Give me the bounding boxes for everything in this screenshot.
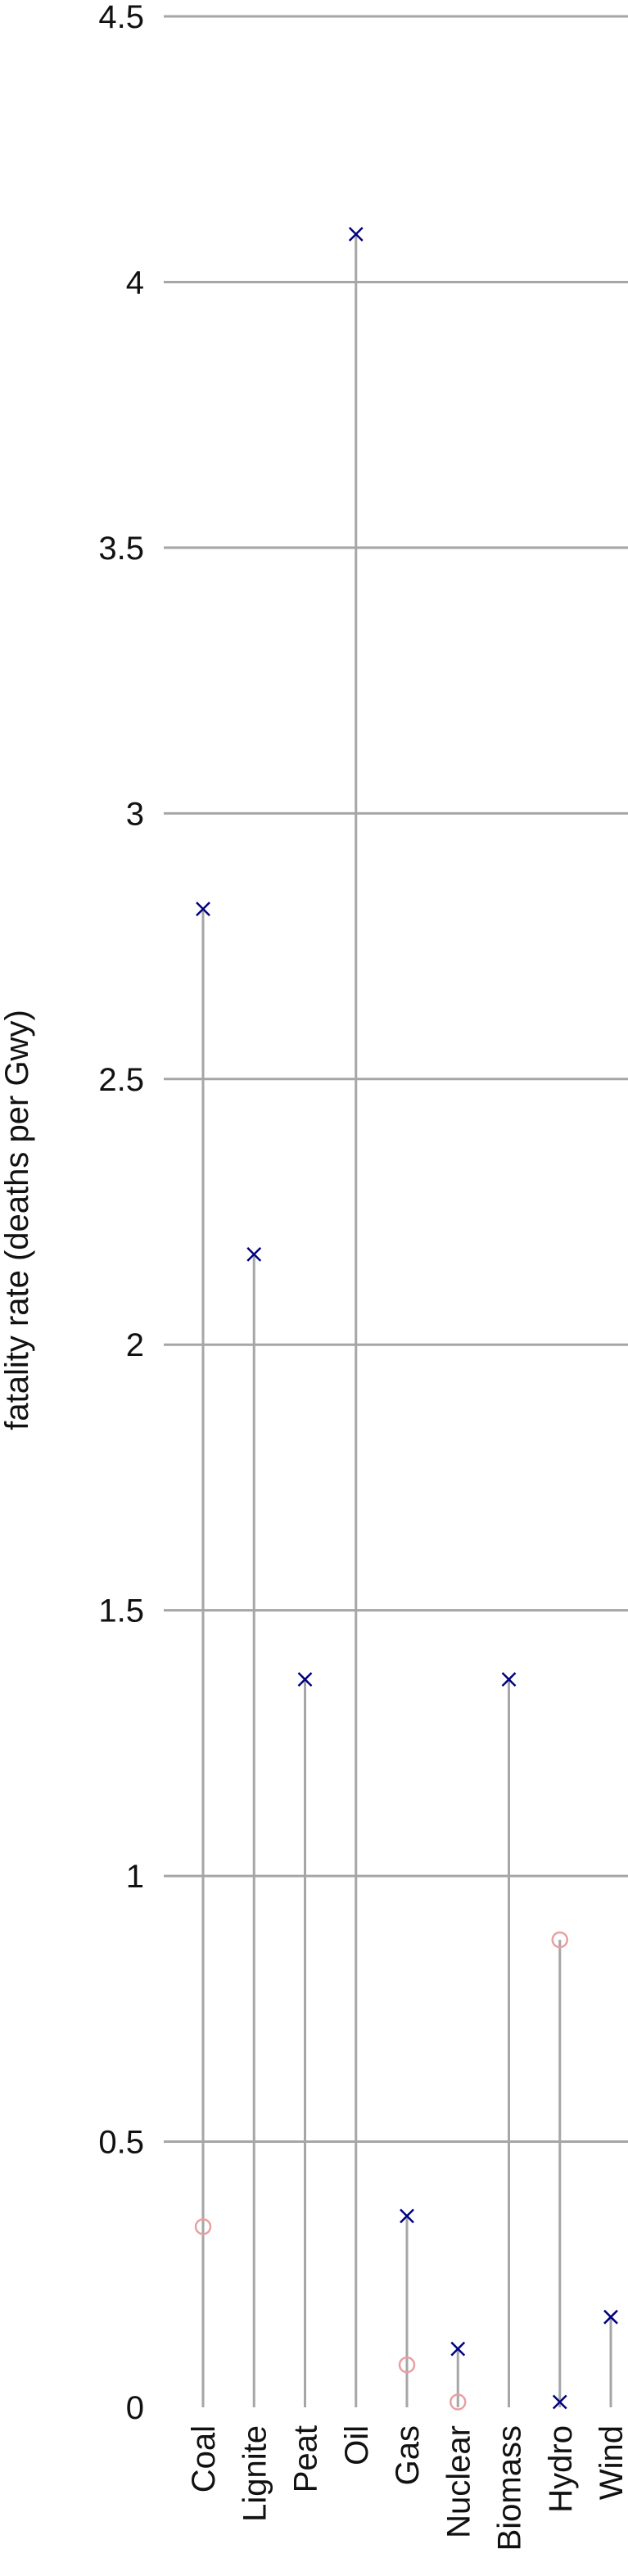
markers — [194, 227, 618, 2411]
circle-point-hydro — [551, 1931, 568, 1949]
category-label-coal: Coal — [186, 2425, 222, 2492]
y-tick-label: 4.5 — [98, 0, 144, 35]
category-labels: Coal Lignite Peat Oil Gas Nuclear Biomass Hydro… — [186, 2425, 628, 2551]
y-tick-label: 4 — [126, 264, 144, 301]
cross-point-lignite — [246, 1247, 262, 1262]
cross-point-hydro — [552, 2394, 567, 2410]
category-label-peat: Peat — [288, 2425, 324, 2492]
stems — [201, 234, 612, 2407]
circle-point-nuclear — [450, 2393, 467, 2411]
y-tick-label: 0 — [126, 2390, 144, 2426]
y-tick-label: 1 — [126, 1859, 144, 1895]
circle-point-coal — [194, 2218, 212, 2235]
cross-point-peat — [297, 1672, 313, 1687]
y-axis-title: fatality rate (deaths per Gwy) — [0, 1010, 35, 1430]
gridlines — [164, 15, 628, 2144]
category-label-nuclear: Nuclear — [441, 2425, 477, 2538]
category-label-gas: Gas — [390, 2425, 426, 2485]
y-tick-labels: 0 0.5 1 1.5 2 2.5 3 3.5 4 4.5 — [98, 0, 144, 2426]
cross-point-wind — [603, 2309, 618, 2325]
cross-point-gas — [400, 2208, 414, 2224]
y-tick-label: 3.5 — [98, 531, 144, 567]
y-tick-label: 2.5 — [98, 1062, 144, 1098]
category-label-biomass: Biomass — [492, 2425, 528, 2551]
category-label-oil: Oil — [339, 2425, 375, 2465]
y-tick-label: 0.5 — [98, 2125, 144, 2161]
circle-point-gas — [398, 2356, 416, 2374]
category-label-hydro: Hydro — [543, 2425, 579, 2513]
category-label-wind: Wind — [594, 2425, 628, 2500]
cross-point-biomass — [501, 1672, 517, 1687]
y-tick-label: 2 — [126, 1327, 144, 1363]
cross-point-oil — [348, 227, 364, 242]
cross-point-coal — [196, 902, 210, 917]
cross-point-nuclear — [450, 2341, 466, 2357]
y-tick-label: 1.5 — [98, 1593, 144, 1629]
y-tick-label: 3 — [126, 796, 144, 832]
category-label-lignite: Lignite — [237, 2425, 273, 2522]
